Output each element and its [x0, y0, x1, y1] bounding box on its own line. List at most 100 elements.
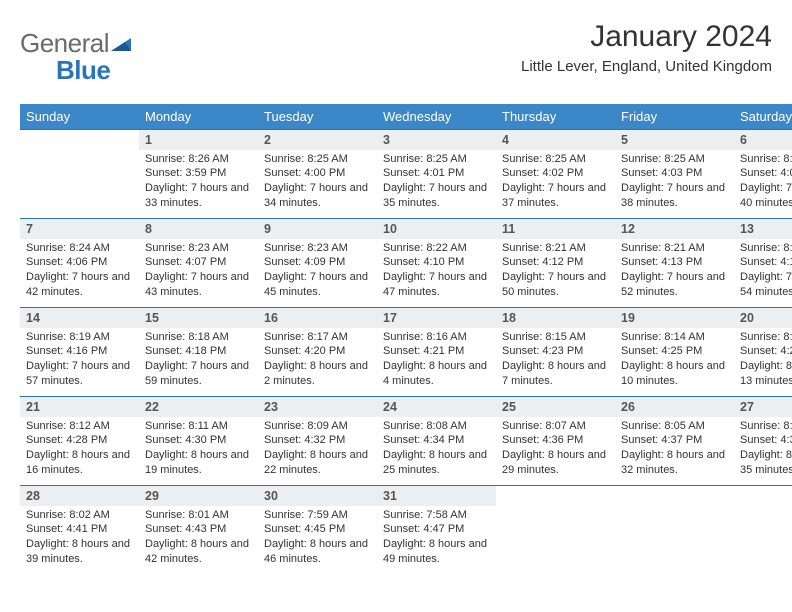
sunrise-line: Sunrise: 8:11 AM	[145, 419, 252, 434]
daylight-line: Daylight: 7 hours and 59 minutes.	[145, 359, 252, 389]
day-content-cell: Sunrise: 8:15 AMSunset: 4:23 PMDaylight:…	[496, 328, 615, 397]
day-number-cell: 1	[139, 129, 258, 150]
day-number-cell	[496, 485, 615, 506]
day-content-cell: Sunrise: 8:25 AMSunset: 4:00 PMDaylight:…	[258, 150, 377, 219]
day-number-cell: 27	[734, 396, 792, 417]
day-number-cell: 22	[139, 396, 258, 417]
sunset-line: Sunset: 4:06 PM	[26, 255, 133, 270]
day-number-cell: 3	[377, 129, 496, 150]
daylight-line: Daylight: 7 hours and 34 minutes.	[264, 181, 371, 211]
day-number-cell: 19	[615, 307, 734, 328]
sunrise-line: Sunrise: 8:08 AM	[383, 419, 490, 434]
sunset-line: Sunset: 4:02 PM	[502, 166, 609, 181]
daynum-row: 78910111213	[20, 218, 792, 239]
weekday-header: Saturday	[734, 104, 792, 130]
sunrise-line: Sunrise: 8:23 AM	[145, 241, 252, 256]
sunset-line: Sunset: 4:43 PM	[145, 522, 252, 537]
sunset-line: Sunset: 4:00 PM	[264, 166, 371, 181]
logo-triangle-icon	[111, 30, 133, 61]
day-content-row: Sunrise: 8:26 AMSunset: 3:59 PMDaylight:…	[20, 150, 792, 219]
day-content-cell	[734, 506, 792, 574]
daylight-line: Daylight: 8 hours and 4 minutes.	[383, 359, 490, 389]
daylight-line: Daylight: 8 hours and 46 minutes.	[264, 537, 371, 567]
day-number-cell: 25	[496, 396, 615, 417]
daylight-line: Daylight: 7 hours and 40 minutes.	[740, 181, 792, 211]
sunrise-line: Sunrise: 8:17 AM	[264, 330, 371, 345]
sunset-line: Sunset: 4:45 PM	[264, 522, 371, 537]
day-content-cell: Sunrise: 8:13 AMSunset: 4:26 PMDaylight:…	[734, 328, 792, 397]
daylight-line: Daylight: 7 hours and 43 minutes.	[145, 270, 252, 300]
day-content-cell: Sunrise: 8:24 AMSunset: 4:06 PMDaylight:…	[20, 239, 139, 308]
sunset-line: Sunset: 4:32 PM	[264, 433, 371, 448]
day-content-cell: Sunrise: 7:58 AMSunset: 4:47 PMDaylight:…	[377, 506, 496, 574]
weekday-header: Wednesday	[377, 104, 496, 130]
daylight-line: Daylight: 8 hours and 35 minutes.	[740, 448, 792, 478]
sunrise-line: Sunrise: 8:24 AM	[740, 152, 792, 167]
sunrise-line: Sunrise: 8:14 AM	[621, 330, 728, 345]
sunrise-line: Sunrise: 8:18 AM	[145, 330, 252, 345]
sunrise-line: Sunrise: 8:25 AM	[383, 152, 490, 167]
day-content-row: Sunrise: 8:24 AMSunset: 4:06 PM Daylight:…	[20, 239, 792, 308]
sunset-line: Sunset: 4:39 PM	[740, 433, 792, 448]
daynum-row: 28293031	[20, 485, 792, 506]
page-root: GeneralBlue January 2024 Little Lever, E…	[0, 0, 792, 584]
sunrise-line: Sunrise: 8:21 AM	[621, 241, 728, 256]
sunset-line: Sunset: 4:13 PM	[621, 255, 728, 270]
daylight-line: Daylight: 8 hours and 16 minutes.	[26, 448, 133, 478]
title-block: January 2024 Little Lever, England, Unit…	[521, 20, 772, 75]
sunrise-line: Sunrise: 8:21 AM	[502, 241, 609, 256]
day-content-cell: Sunrise: 8:26 AMSunset: 3:59 PMDaylight:…	[139, 150, 258, 219]
sunset-line: Sunset: 4:34 PM	[383, 433, 490, 448]
sunrise-line: Sunrise: 8:09 AM	[264, 419, 371, 434]
day-content-cell	[496, 506, 615, 574]
sunset-line: Sunset: 4:25 PM	[621, 344, 728, 359]
day-number-cell: 23	[258, 396, 377, 417]
header: GeneralBlue January 2024 Little Lever, E…	[20, 20, 772, 92]
sunrise-line: Sunrise: 8:24 AM	[26, 241, 133, 256]
day-content-row: Sunrise: 8:02 AMSunset: 4:41 PMDaylight:…	[20, 506, 792, 574]
sunset-line: Sunset: 4:21 PM	[383, 344, 490, 359]
day-number-cell: 28	[20, 485, 139, 506]
day-content-cell: Sunrise: 8:09 AMSunset: 4:32 PMDaylight:…	[258, 417, 377, 486]
weekday-header: Monday	[139, 104, 258, 130]
daylight-line: Daylight: 8 hours and 32 minutes.	[621, 448, 728, 478]
day-number-cell: 10	[377, 218, 496, 239]
weekday-row: SundayMondayTuesdayWednesdayThursdayFrid…	[20, 104, 792, 130]
sunrise-line: Sunrise: 8:13 AM	[740, 330, 792, 345]
day-number-cell: 6	[734, 129, 792, 150]
sunset-line: Sunset: 4:01 PM	[383, 166, 490, 181]
sunset-line: Sunset: 4:05 PM	[740, 166, 792, 181]
day-number-cell: 21	[20, 396, 139, 417]
day-content-cell: Sunrise: 8:02 AMSunset: 4:41 PMDaylight:…	[20, 506, 139, 574]
page-subtitle: Little Lever, England, United Kingdom	[521, 58, 772, 75]
sunrise-line: Sunrise: 8:19 AM	[26, 330, 133, 345]
daylight-line: Daylight: 7 hours and 45 minutes.	[264, 270, 371, 300]
day-content-cell: Sunrise: 8:17 AMSunset: 4:20 PMDaylight:…	[258, 328, 377, 397]
daylight-line: Daylight: 8 hours and 29 minutes.	[502, 448, 609, 478]
day-number-cell: 8	[139, 218, 258, 239]
day-number-cell	[734, 485, 792, 506]
day-number-cell: 4	[496, 129, 615, 150]
day-content-cell: Sunrise: 8:21 AMSunset: 4:13 PMDaylight:…	[615, 239, 734, 308]
daylight-line: Daylight: 8 hours and 39 minutes.	[26, 537, 133, 567]
sunrise-line: Sunrise: 8:25 AM	[621, 152, 728, 167]
daylight-line: Daylight: 7 hours and 33 minutes.	[145, 181, 252, 211]
day-content-cell: Sunrise: 8:23 AMSunset: 4:07 PMDaylight:…	[139, 239, 258, 308]
sunset-line: Sunset: 4:20 PM	[264, 344, 371, 359]
daylight-line: Daylight: 8 hours and 10 minutes.	[621, 359, 728, 389]
sunrise-line: Sunrise: 8:12 AM	[26, 419, 133, 434]
sunset-line: Sunset: 4:10 PM	[383, 255, 490, 270]
logo: GeneralBlue	[20, 20, 133, 92]
daylight-line: Daylight: 8 hours and 49 minutes.	[383, 537, 490, 567]
sunrise-line: Sunrise: 7:59 AM	[264, 508, 371, 523]
sunrise-line: Sunrise: 8:04 AM	[740, 419, 792, 434]
day-content-cell: Sunrise: 8:01 AMSunset: 4:43 PMDaylight:…	[139, 506, 258, 574]
day-number-cell: 12	[615, 218, 734, 239]
sunrise-line: Sunrise: 8:25 AM	[264, 152, 371, 167]
day-content-cell: Sunrise: 8:11 AMSunset: 4:30 PMDaylight:…	[139, 417, 258, 486]
weekday-header: Sunday	[20, 104, 139, 130]
page-title: January 2024	[521, 20, 772, 54]
daylight-line: Daylight: 7 hours and 35 minutes.	[383, 181, 490, 211]
day-content-cell: Sunrise: 8:04 AMSunset: 4:39 PMDaylight:…	[734, 417, 792, 486]
daynum-row: 123456	[20, 129, 792, 150]
